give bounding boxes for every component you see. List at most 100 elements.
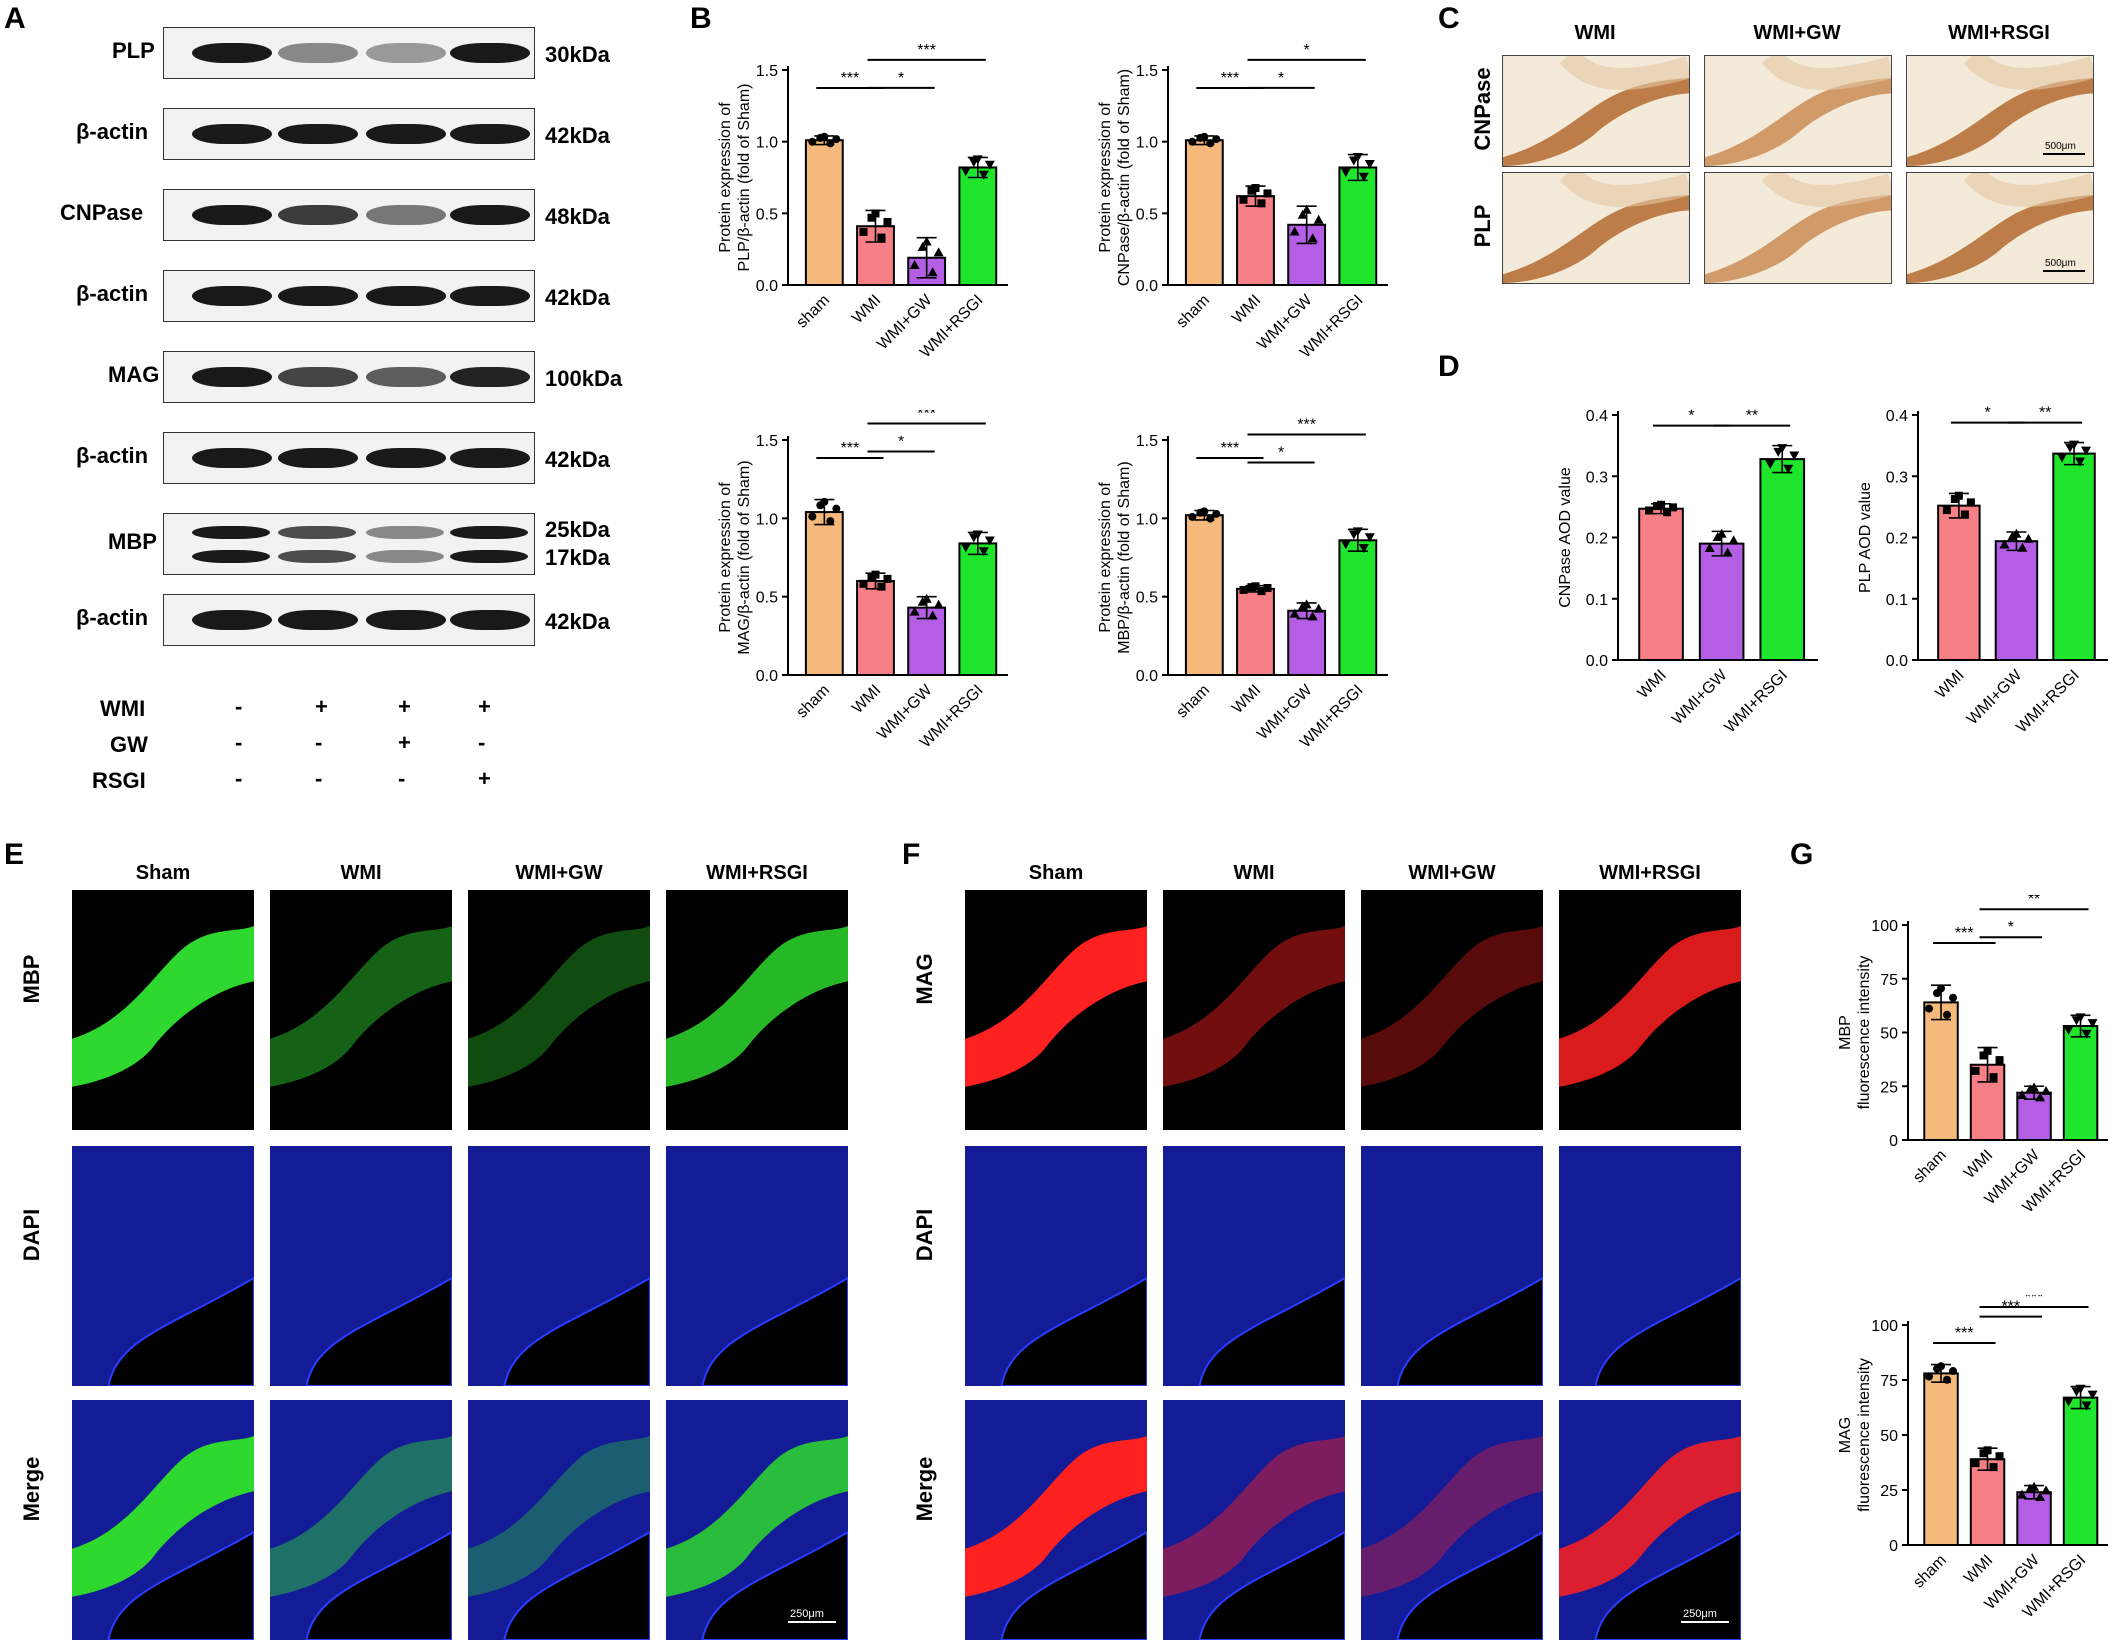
blot-strip [163, 432, 535, 484]
bar [856, 580, 895, 676]
bar [1969, 1458, 2006, 1546]
y-tick-label: 1.5 [1136, 63, 1158, 80]
panel-label-e: E [4, 838, 25, 871]
bar [1184, 514, 1224, 676]
data-point [972, 155, 983, 165]
data-point [820, 132, 829, 141]
data-point [1937, 1362, 1946, 1371]
ihc-image [1704, 172, 1892, 284]
data-point [2041, 1485, 2052, 1495]
y-tick-label: 0 [1889, 1133, 1898, 1150]
condition-sign: - [315, 730, 323, 755]
svg-text:250μm: 250μm [1683, 1608, 1717, 1620]
blot-band [450, 205, 530, 225]
blot-row-label: PLP [112, 38, 155, 63]
significance-label: * [1688, 408, 1694, 425]
significance-label: ** [2028, 895, 2040, 908]
if-column-header: Sham [135, 862, 191, 884]
blot-size-label: 48kDa [545, 204, 610, 229]
ihc-image [1704, 55, 1892, 167]
blot-band [366, 610, 446, 630]
bar [2062, 1396, 2099, 1546]
data-point [1995, 1056, 2004, 1065]
data-point [1971, 1459, 1980, 1468]
blot-band [450, 610, 530, 630]
data-point [2069, 440, 2080, 450]
data-point [1297, 209, 1308, 219]
bar [1287, 609, 1327, 676]
bar [2016, 1491, 2052, 1546]
data-point [1263, 189, 1272, 198]
if-image [965, 1400, 1147, 1640]
data-point [2081, 1029, 2092, 1039]
y-tick-label: 0.4 [1886, 408, 1908, 425]
data-point [1722, 547, 1733, 557]
data-point [1340, 540, 1351, 550]
y-tick-label: 0.0 [1136, 668, 1158, 685]
data-point [1364, 159, 1375, 169]
y-tick-label: 0.0 [756, 668, 778, 685]
if-column-header: WMI [340, 862, 382, 884]
condition-sign: - [315, 766, 323, 791]
data-point [1943, 1375, 1952, 1384]
condition-label: GW [110, 732, 148, 757]
y-tick-label: 0.3 [1886, 469, 1908, 486]
blot-strip [163, 270, 535, 322]
blot-band [278, 43, 358, 63]
y-tick-label: 0.3 [1586, 469, 1608, 486]
svg-text:500μm: 500μm [2045, 141, 2076, 152]
data-point [984, 536, 995, 546]
if-image: 250μm [1559, 1400, 1741, 1640]
condition-sign: + [315, 694, 328, 719]
bar [958, 166, 998, 286]
significance-label: *** [1297, 417, 1316, 434]
ihc-column-header: WMI+GW [1753, 22, 1841, 44]
data-point [909, 259, 920, 269]
data-point [2075, 457, 2086, 467]
data-point [1313, 214, 1324, 224]
y-tick-label: 1.0 [1136, 511, 1158, 528]
y-tick-label: 100 [1871, 1318, 1898, 1335]
data-point [1954, 491, 1963, 500]
y-tick-label: 100 [1871, 918, 1898, 935]
data-point [1289, 608, 1300, 618]
if-row-label: Merge [19, 1456, 44, 1522]
blot-band [192, 286, 272, 306]
if-image [1559, 890, 1741, 1130]
blot-row-label: CNPase [60, 200, 144, 225]
data-point [826, 139, 835, 148]
blot-size-label: 42kDa [545, 285, 610, 310]
blot-size-label: 25kDa [545, 517, 610, 542]
if-row-label: MAG [912, 953, 937, 1005]
condition-label: WMI [100, 696, 146, 721]
data-point [2075, 1384, 2086, 1394]
chart-mag-fluorescence: 0 25 50 75 100 MAG fluorescence intensity sham W… [1837, 1295, 2108, 1621]
data-point [2075, 1013, 2086, 1023]
bar [804, 511, 844, 676]
data-point [2057, 453, 2068, 463]
x-tick-label: WMI [1932, 667, 1967, 702]
x-tick-label: sham [1910, 1552, 1950, 1592]
data-point [859, 227, 868, 236]
blot-band [278, 367, 358, 387]
x-tick-label: WMI [1229, 292, 1264, 327]
data-point [1983, 1446, 1992, 1455]
blot-band [450, 124, 530, 144]
y-tick-label: 25 [1880, 1079, 1898, 1096]
data-point [1995, 1452, 2004, 1461]
if-column-header: WMI [1233, 862, 1275, 884]
panel-label-d: D [1438, 350, 1460, 383]
data-point [1206, 514, 1215, 523]
if-image [270, 1400, 452, 1640]
data-point [1352, 527, 1363, 537]
bar [1698, 542, 1745, 661]
blot-size-label: 42kDa [545, 123, 610, 148]
data-point [2081, 1401, 2092, 1411]
x-tick-label: sham [1173, 682, 1213, 722]
condition-sign: - [398, 766, 406, 791]
y-axis-label: MAG fluorescence intensity [1837, 1358, 1873, 1512]
data-point [933, 247, 944, 257]
condition-sign: - [235, 766, 243, 791]
